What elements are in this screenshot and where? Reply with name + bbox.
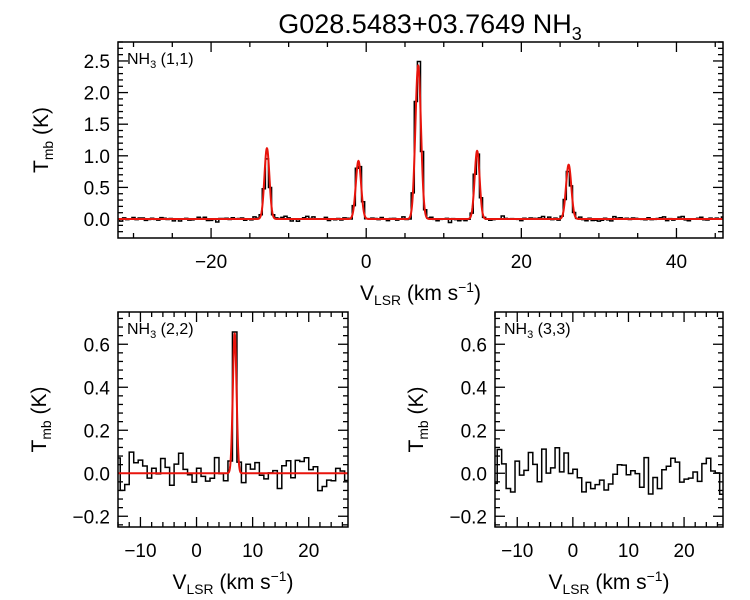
x-axis-label-sub: LSR [563, 581, 590, 597]
plot-frame [117, 41, 724, 239]
y-tick-label: 0.6 [84, 335, 110, 356]
panel-nh3-33: −10 0 10 20 −0.2 0.0 0.2 0.4 0.6 NH3 (3,3) VLSR (k… [405, 311, 724, 597]
x-tick-label: 0 [191, 541, 202, 562]
x-axis-label-sup: −1 [271, 568, 287, 584]
x-tick-label: 0 [361, 252, 372, 273]
panel-label-main: NH [504, 321, 527, 338]
x-tick-label: −20 [195, 252, 227, 273]
x-axis-label-end: ) [286, 571, 293, 594]
panel-label-rest: (2,2) [156, 321, 193, 338]
x-axis-label: VLSR (km s−1) [549, 568, 670, 597]
x-axis-label-rest: (km s [401, 282, 458, 305]
figure-title-sub: 3 [572, 24, 582, 44]
x-axis-label-sup: −1 [458, 279, 474, 295]
x-axis-label-end: ) [662, 571, 669, 594]
y-tick-label: 0.2 [84, 421, 110, 442]
figure-title-main: G028.5483+03.7649 NH [278, 9, 571, 39]
ticks-nh3-33 [494, 312, 723, 527]
y-axis-label-sub: mb [38, 420, 54, 440]
y-axis-label: Tmb (K) [405, 387, 431, 453]
panel-label-main: NH [127, 321, 150, 338]
plot-frame [117, 311, 349, 528]
x-tick-label: 20 [298, 541, 319, 562]
plot-frame [494, 311, 724, 528]
y-tick-label: 0.0 [84, 210, 110, 231]
panel-nh3-22: −10 0 10 20 −0.2 0.0 0.2 0.4 0.6 NH3 (2,2) VLSR (k… [28, 311, 349, 597]
panel-label-nh3-33: NH3 (3,3) [504, 321, 571, 341]
y-axis-label-rest: (K) [30, 107, 53, 141]
panel-nh3-11: −20 0 20 40 0.0 0.5 1.0 1.5 2.0 2.5 NH3 (1,1) VLSR … [30, 41, 724, 308]
x-tick-label: −10 [124, 541, 156, 562]
fit-curve [118, 64, 723, 221]
y-axis-label: Tmb (K) [30, 107, 56, 173]
panel-label-rest: (3,3) [533, 321, 570, 338]
x-tick-label: 0 [568, 541, 579, 562]
figure-title: G028.5483+03.7649 NH3 [278, 9, 582, 44]
x-tick-label: 10 [618, 541, 639, 562]
x-axis-label-sup: −1 [647, 568, 663, 584]
y-tick-label: 2.5 [84, 52, 110, 73]
y-tick-label: −0.2 [449, 507, 487, 528]
panel-label-sub: 3 [150, 329, 156, 341]
y-tick-label: 0.4 [461, 378, 488, 399]
y-tick-label: −0.2 [72, 507, 110, 528]
panel-label-nh3-22: NH3 (2,2) [127, 321, 194, 341]
ticks-nh3-22 [117, 312, 348, 527]
y-tick-label: 1.0 [84, 147, 110, 168]
y-axis-label-main: T [405, 439, 428, 452]
y-axis-label-main: T [30, 160, 53, 173]
x-tick-label: 20 [511, 252, 532, 273]
y-axis-label-rest: (K) [28, 387, 51, 421]
y-axis-label-sub: mb [40, 141, 56, 161]
x-axis-label-sub: LSR [187, 581, 214, 597]
y-tick-label: 0.2 [461, 421, 487, 442]
x-tick-label: 40 [666, 252, 687, 273]
y-axis-label-main: T [28, 439, 51, 452]
x-axis-label-main: V [549, 571, 563, 594]
panel-label-nh3-11: NH3 (1,1) [127, 51, 194, 71]
y-tick-label: 2.0 [84, 84, 110, 105]
y-tick-label: 0.5 [84, 178, 110, 199]
series-nh3-22 [118, 331, 348, 492]
observed-spectrum [495, 446, 723, 496]
y-tick-label: 0.6 [461, 335, 487, 356]
y-tick-label: 0.4 [84, 378, 111, 399]
x-axis-label: VLSR (km s−1) [360, 279, 481, 308]
y-tick-label: 0.0 [84, 464, 110, 485]
panel-label-main: NH [127, 51, 150, 68]
series-nh3-33 [495, 446, 723, 496]
y-axis-label: Tmb (K) [28, 387, 54, 453]
panel-label-sub: 3 [527, 329, 533, 341]
x-tick-label: 10 [242, 541, 263, 562]
x-axis-label-end: ) [474, 282, 481, 305]
x-axis-label-main: V [360, 282, 374, 305]
x-axis-label-main: V [173, 571, 187, 594]
y-axis-label-sub: mb [415, 420, 431, 440]
x-axis-label: VLSR (km s−1) [173, 568, 294, 597]
x-axis-label-rest: (km s [590, 571, 647, 594]
x-axis-label-rest: (km s [214, 571, 271, 594]
panel-label-sub: 3 [150, 59, 156, 71]
fit-curve [118, 332, 348, 475]
x-tick-label: 20 [674, 541, 695, 562]
series-nh3-11 [118, 60, 723, 224]
x-axis-label-sub: LSR [374, 292, 401, 308]
panels: −20 0 20 400.00.51.01.52.02.5 NH3 (1,1)VLSR … [28, 41, 724, 597]
y-tick-label: 1.5 [84, 115, 110, 136]
x-tick-label: −10 [501, 541, 533, 562]
y-tick-label: 0.0 [461, 464, 487, 485]
panel-label-rest: (1,1) [156, 51, 193, 68]
y-axis-label-rest: (K) [405, 387, 428, 421]
